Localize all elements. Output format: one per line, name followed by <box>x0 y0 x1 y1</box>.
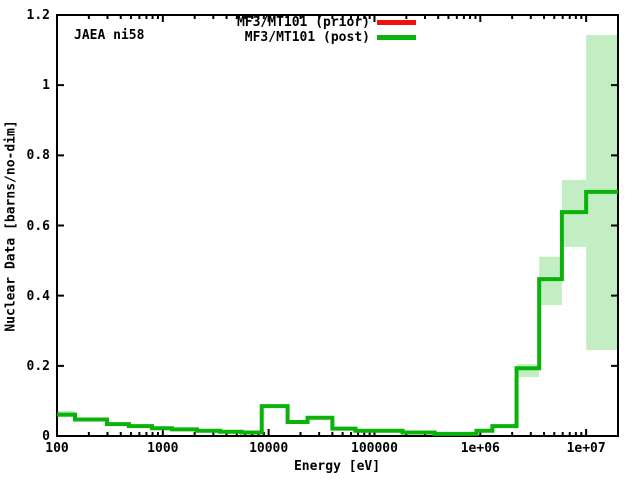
legend-entry-post: MF3/MT101 (post) <box>245 30 416 45</box>
x-tick-label: 1e+06 <box>460 441 500 456</box>
x-tick-label: 10000 <box>249 441 289 456</box>
y-tick-label: 0.4 <box>26 288 50 304</box>
y-tick-label: 0.6 <box>26 218 50 234</box>
y-tick-label: 0 <box>42 429 50 444</box>
legend-line-sample-post <box>377 35 416 40</box>
y-tick-label: 1 <box>42 78 50 94</box>
y-tick-label: 0.2 <box>26 358 50 374</box>
legend-label-prior: MF3/MT101 (prior) <box>236 15 370 30</box>
dataset-annotation: JAEA ni58 <box>74 28 145 43</box>
legend-line-sample-prior <box>377 20 416 25</box>
legend-label-post: MF3/MT101 (post) <box>244 30 370 45</box>
y-tick-label: 1.2 <box>26 8 50 23</box>
x-tick-label: 100000 <box>351 441 398 456</box>
uncertainty-band <box>516 364 540 378</box>
x-tick-label: 1e+07 <box>566 441 606 456</box>
y-tick-label: 0.8 <box>26 148 50 164</box>
legend-entry-prior: MF3/MT101 (prior) <box>237 15 416 30</box>
post-step-curve <box>57 189 618 436</box>
x-tick-label: 100 <box>45 441 69 456</box>
x-tick-label: 1000 <box>147 441 179 456</box>
x-axis-title: Energy [eV] <box>293 459 381 474</box>
